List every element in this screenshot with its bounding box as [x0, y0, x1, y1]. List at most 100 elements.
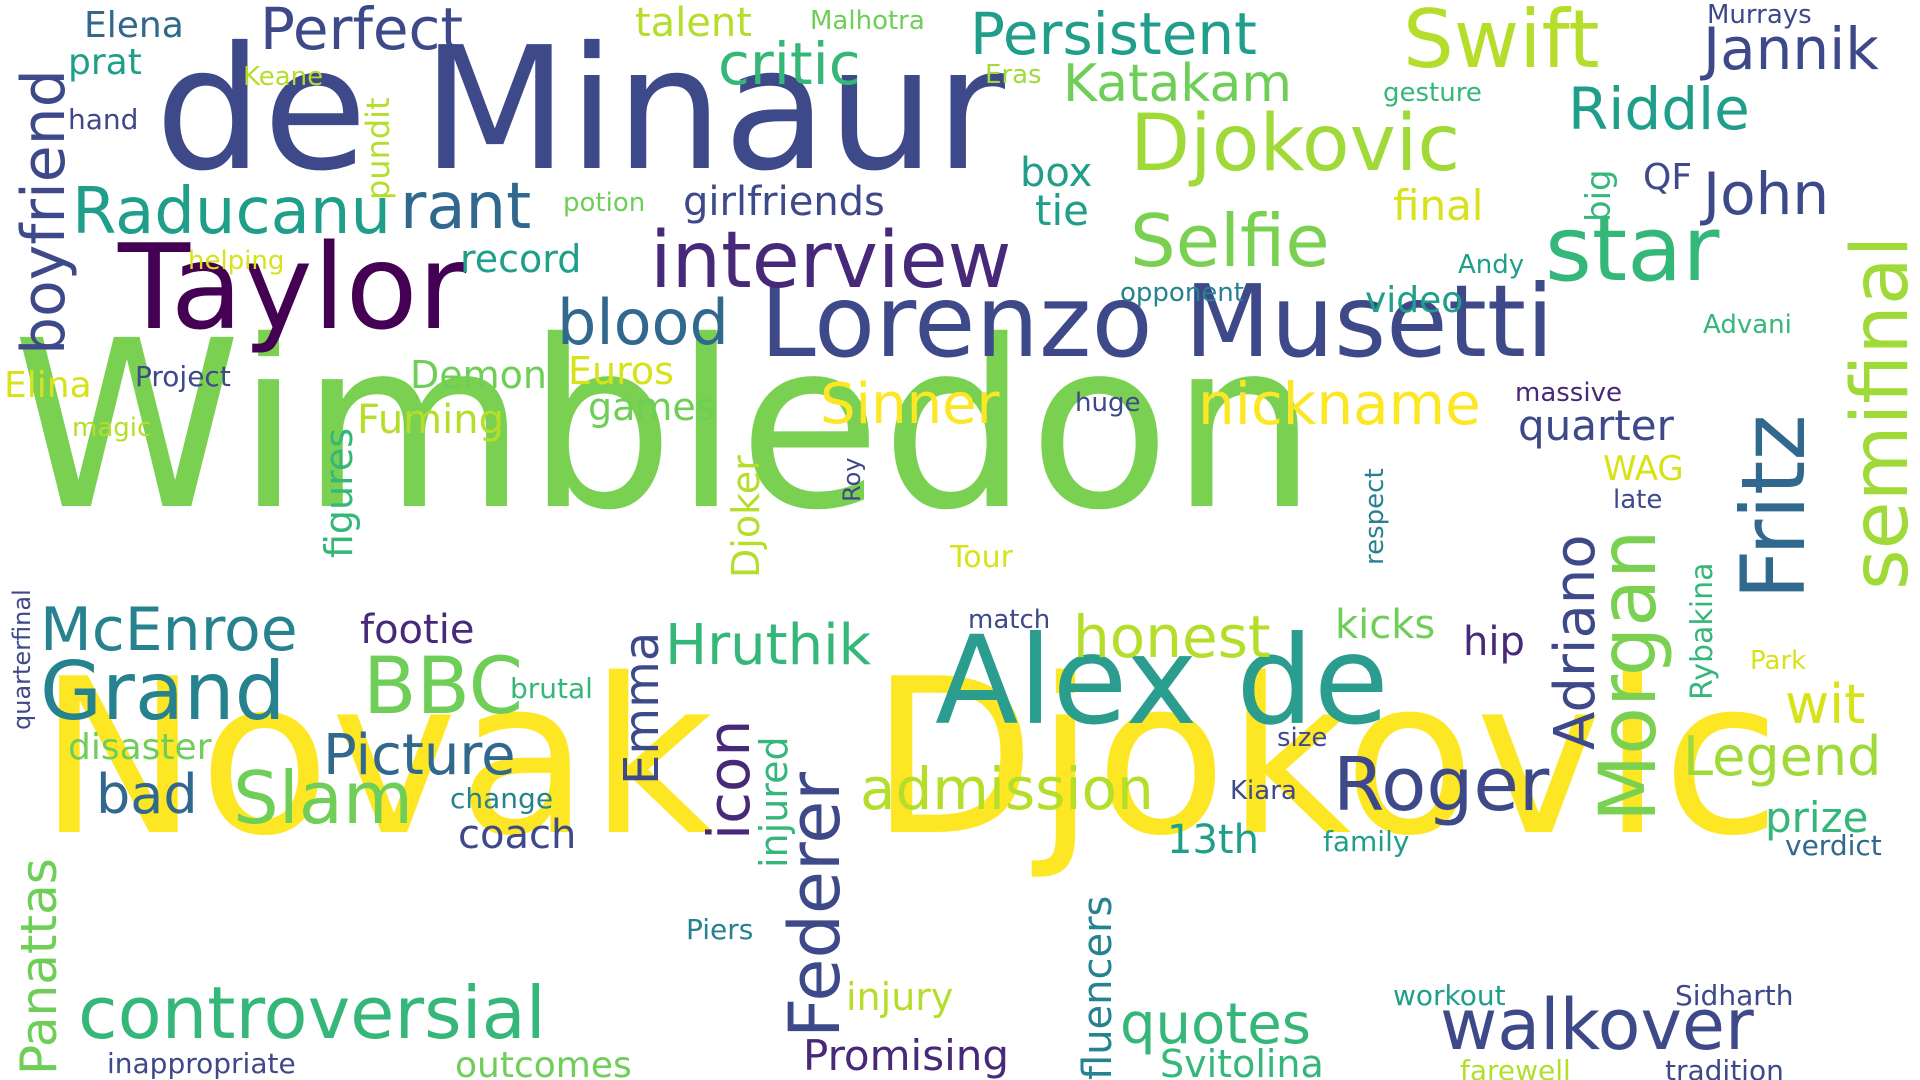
word-elena: Elena — [84, 5, 184, 46]
word-coach: coach — [458, 812, 577, 858]
word-potion: potion — [563, 188, 646, 218]
word-alex-de: Alex de — [935, 610, 1389, 752]
word-size: size — [1277, 723, 1328, 753]
word-djokovic-large: Djokovic — [870, 632, 1781, 883]
word-legend: Legend — [1683, 725, 1882, 788]
word-quarterfinal: quarterfinal — [8, 589, 36, 730]
word-rant: rant — [400, 170, 532, 244]
word-wag: WAG — [1603, 449, 1684, 489]
word-hruthik: Hruthik — [665, 613, 872, 678]
word-swift: Swift — [1403, 0, 1600, 86]
word-perfect: Perfect — [260, 0, 464, 63]
word-prat: prat — [68, 42, 142, 83]
word-taylor: Taylor — [118, 218, 467, 356]
word-john: John — [1703, 160, 1830, 228]
word-andy: Andy — [1458, 250, 1525, 280]
word-svitolina: Svitolina — [1160, 1042, 1324, 1080]
word-promising: Promising — [803, 1031, 1010, 1080]
word-blood: blood — [557, 286, 729, 359]
word-wimbledon: Wimbledon — [12, 291, 1318, 561]
word-katakam: Katakam — [1063, 54, 1293, 114]
word-picture: Picture — [323, 723, 516, 788]
word-record: record — [460, 237, 582, 281]
word-piers: Piers — [686, 913, 754, 946]
word-helping: helping — [188, 246, 285, 276]
word-qf: QF — [1643, 157, 1693, 198]
word-walkover: walkover — [1440, 984, 1754, 1066]
word-roy: Roy — [838, 457, 866, 502]
word-footie: footie — [360, 607, 475, 653]
word-massive: massive — [1515, 378, 1622, 408]
word-raducanu: Raducanu — [72, 175, 391, 249]
word-novak: Novak — [38, 632, 714, 883]
word-icon: icon — [695, 719, 763, 840]
word-workout: workout — [1393, 979, 1506, 1012]
word-murrays: Murrays — [1707, 0, 1812, 30]
word-late: late — [1613, 485, 1663, 515]
word-rybakina: Rybakina — [1685, 562, 1720, 701]
word-tour: Tour — [950, 540, 1013, 575]
word-hip: hip — [1463, 619, 1525, 665]
word-critic: critic — [718, 30, 861, 98]
word-brutal: brutal — [510, 672, 593, 705]
word-disaster: disaster — [68, 727, 212, 768]
word-roger: Roger — [1333, 742, 1550, 828]
word-fuming: Fuming — [357, 397, 504, 443]
word-quarter: quarter — [1518, 401, 1674, 450]
word-grand: Grand — [40, 645, 286, 738]
word-13th: 13th — [1167, 817, 1259, 863]
word-nickname: nickname — [1198, 370, 1481, 438]
word-kicks: kicks — [1335, 602, 1436, 648]
word-mcenroe: McEnroe — [40, 595, 298, 665]
word-games: games — [588, 385, 716, 429]
word-box: box — [1020, 150, 1093, 196]
word-wit: wit — [1785, 673, 1866, 736]
word-respect: respect — [1360, 468, 1390, 565]
word-lorenzo-musetti: Lorenzo Musetti — [760, 263, 1554, 380]
word-video: video — [1365, 280, 1464, 321]
word-bad: bad — [96, 763, 198, 826]
word-bbc: BBC — [363, 642, 524, 732]
word-change: change — [450, 782, 554, 815]
word-star: star — [1545, 197, 1720, 302]
word-jannik: Jannik — [1703, 15, 1879, 83]
word-admission: admission — [860, 755, 1154, 823]
word-eras: Eras — [985, 60, 1042, 90]
word-prize: prize — [1765, 793, 1869, 842]
word-outcomes: outcomes — [455, 1045, 632, 1080]
word-injury: injury — [846, 975, 954, 1019]
word-keane: Keane — [243, 62, 324, 92]
word-farewell: farewell — [1460, 1054, 1571, 1080]
word-slam: Slam — [233, 756, 413, 840]
word-inappropriate: inappropriate — [107, 1047, 296, 1080]
word-panattas: Panattas — [10, 858, 68, 1075]
word-kiara: Kiara — [1230, 776, 1297, 806]
word-girlfriends: girlfriends — [683, 179, 885, 225]
word-project: Project — [135, 360, 231, 393]
word-elina: Elina — [4, 365, 92, 406]
word-controversial: controversial — [78, 971, 546, 1055]
word-de-minaur: de Minaur — [155, 11, 1005, 209]
word-persistent: Persistent — [970, 0, 1257, 68]
word-semifinal: semifinal — [1836, 235, 1920, 590]
word-quotes: quotes — [1120, 992, 1311, 1057]
word-verdict: verdict — [1785, 829, 1882, 862]
word-tradition: tradition — [1665, 1054, 1784, 1080]
word-hand: hand — [68, 103, 139, 136]
word-selfie: Selfie — [1130, 199, 1330, 283]
word-tie: tie — [1035, 186, 1089, 235]
word-magic: magic — [72, 413, 152, 443]
word-final: final — [1393, 181, 1484, 230]
word-riddle: Riddle — [1568, 75, 1750, 143]
word-sidharth: Sidharth — [1675, 979, 1794, 1012]
word-emma: Emma — [614, 631, 670, 785]
word-advani: Advani — [1703, 310, 1792, 340]
word-honest: honest — [1073, 603, 1271, 671]
word-family: family — [1323, 825, 1410, 858]
word-talent: talent — [635, 0, 752, 46]
word-sinner: Sinner — [820, 372, 1000, 437]
word-injured: injured — [752, 736, 796, 868]
word-huge: huge — [1075, 388, 1141, 418]
word-djokovic-medium: Djokovic — [1130, 99, 1461, 189]
word-adriano: Adriano — [1543, 534, 1608, 750]
